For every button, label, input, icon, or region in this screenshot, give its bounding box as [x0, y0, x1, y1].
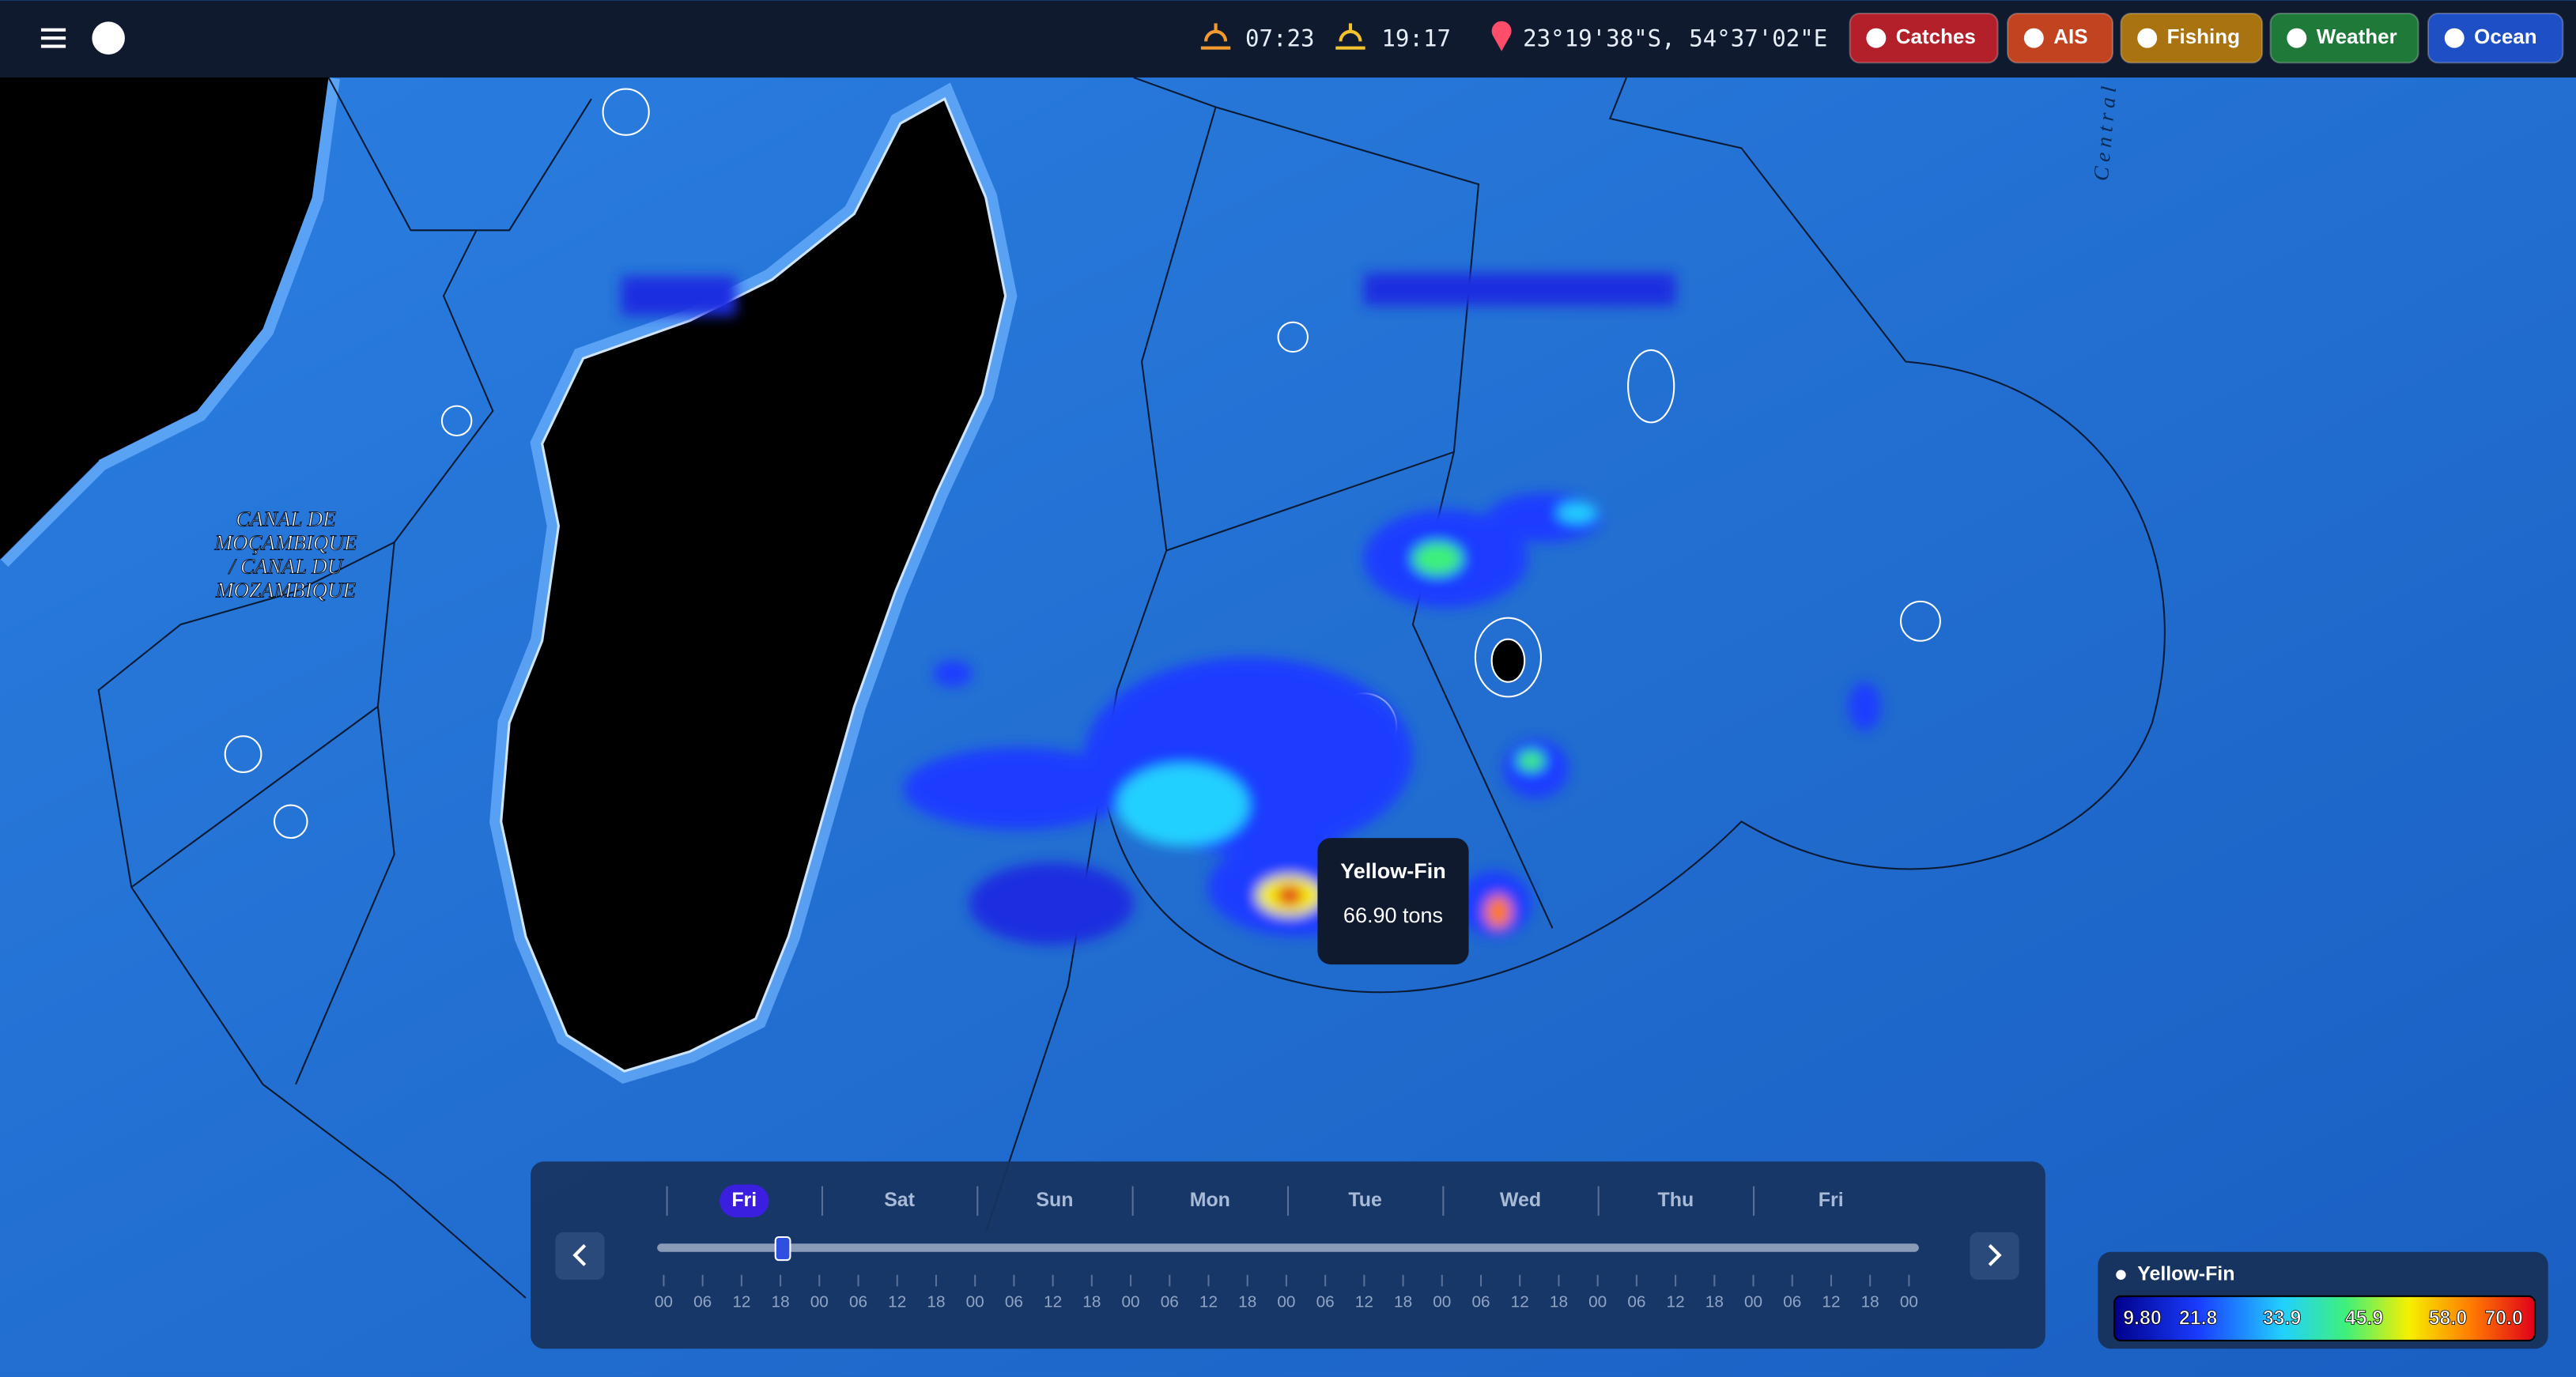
button-label: AIS — [2053, 25, 2087, 48]
day-label[interactable]: Sun — [1036, 1189, 1073, 1211]
hour-label: 12 — [732, 1293, 750, 1311]
location-icon — [1491, 21, 1512, 51]
slider-track[interactable] — [657, 1243, 1919, 1252]
logo[interactable] — [92, 21, 125, 55]
hour-label: 18 — [1550, 1293, 1568, 1311]
day-label[interactable]: Sat — [884, 1189, 915, 1211]
layer-button[interactable]: Ocean — [2427, 12, 2564, 64]
location: 23°19'38"S, 54°37'02"E — [1523, 25, 1827, 51]
hour-label: 00 — [655, 1293, 673, 1311]
hour-label: 06 — [1471, 1293, 1490, 1311]
hour-label: 06 — [1005, 1293, 1023, 1311]
sunrise: 07:23 — [1245, 25, 1315, 51]
hour-label: 00 — [966, 1293, 984, 1311]
legend-value: 9.80 — [2123, 1307, 2162, 1329]
hour-label: 06 — [1316, 1293, 1335, 1311]
day-label[interactable]: Fri — [731, 1189, 757, 1211]
legend-dot — [2116, 1269, 2126, 1281]
map-label-line: MOZAMBIQUE — [215, 579, 356, 602]
tooltip-value: 66.90 tons — [1343, 904, 1443, 927]
hour-label: 06 — [693, 1293, 712, 1311]
button-icon — [2137, 28, 2158, 48]
button-icon — [1866, 28, 1887, 48]
hour-label: 18 — [1394, 1293, 1412, 1311]
slider-handle[interactable] — [774, 1236, 791, 1262]
timeline — [531, 1161, 2045, 1349]
legend-bar — [2113, 1295, 2536, 1341]
layer-button[interactable]: AIS — [2007, 12, 2114, 64]
button-label: Fishing — [2167, 25, 2240, 48]
legend-title: Yellow-Fin — [2137, 1262, 2234, 1285]
hour-label: 18 — [1705, 1293, 1724, 1311]
sunrise-icon — [1200, 23, 1231, 50]
button-label: Ocean — [2474, 25, 2536, 48]
layer-button[interactable]: Weather — [2269, 12, 2419, 64]
hour-label: 12 — [1199, 1293, 1218, 1311]
hour-label: 18 — [772, 1293, 790, 1311]
legend-value: 33.9 — [2263, 1307, 2302, 1329]
hour-label: 00 — [1121, 1293, 1139, 1311]
layer-button[interactable]: Fishing — [2120, 12, 2264, 64]
button-bg — [2269, 12, 2419, 64]
hour-label: 00 — [1588, 1293, 1607, 1311]
hour-label: 00 — [1900, 1293, 1918, 1311]
prev-button[interactable] — [555, 1232, 605, 1281]
map-label-line: MOÇAMBIQUE — [214, 530, 357, 554]
day-label[interactable]: Thu — [1658, 1189, 1694, 1211]
hour-label: 06 — [1783, 1293, 1801, 1311]
legend-value: 45.9 — [2345, 1307, 2384, 1329]
button-label: Catches — [1896, 25, 1976, 48]
hour-label: 12 — [1667, 1293, 1685, 1311]
next-button[interactable] — [1970, 1232, 2019, 1281]
hour-label: 12 — [1511, 1293, 1529, 1311]
hour-label: 18 — [1082, 1293, 1101, 1311]
hour-label: 12 — [888, 1293, 906, 1311]
tooltip — [1317, 838, 1469, 965]
button-bg — [2427, 12, 2564, 64]
map-label-line: CANAL DE — [236, 507, 336, 530]
madagascar — [500, 96, 1007, 1073]
hour-label: 12 — [1044, 1293, 1062, 1311]
day-label[interactable]: Fri — [1819, 1189, 1844, 1211]
legend-value: 70.0 — [2484, 1307, 2523, 1329]
day-label[interactable]: Tue — [1348, 1189, 1382, 1211]
button-bg — [2120, 12, 2264, 64]
hour-label: 00 — [810, 1293, 829, 1311]
sunset-icon — [1335, 23, 1365, 50]
tooltip-title: Yellow-Fin — [1340, 859, 1446, 883]
hour-label: 00 — [1433, 1293, 1451, 1311]
hour-label: 18 — [1861, 1293, 1879, 1311]
africa — [0, 77, 329, 559]
button-label: Weather — [2317, 25, 2397, 48]
hour-label: 12 — [1355, 1293, 1373, 1311]
hour-label: 06 — [1161, 1293, 1179, 1311]
day-highlight — [720, 1184, 769, 1218]
button-bg — [2007, 12, 2114, 64]
legend-value: 58.0 — [2429, 1307, 2468, 1329]
day-label[interactable]: Mon — [1190, 1189, 1230, 1211]
legend-value: 21.8 — [2179, 1307, 2218, 1329]
button-bg — [1849, 12, 1999, 64]
hour-label: 00 — [1277, 1293, 1295, 1311]
map-label-line: / CANAL DU — [228, 555, 344, 579]
hour-label: 18 — [927, 1293, 945, 1311]
day-label[interactable]: Wed — [1500, 1189, 1541, 1211]
hour-label: 12 — [1822, 1293, 1840, 1311]
hour-label: 00 — [1744, 1293, 1762, 1311]
button-icon — [2023, 28, 2044, 48]
menu-icon[interactable] — [40, 28, 66, 48]
sunset: 19:17 — [1381, 25, 1451, 51]
hour-label: 06 — [849, 1293, 867, 1311]
button-icon — [2287, 28, 2307, 48]
hour-label: 06 — [1627, 1293, 1645, 1311]
layer-button[interactable]: Catches — [1849, 12, 1999, 64]
hour-label: 18 — [1238, 1293, 1256, 1311]
button-icon — [2444, 28, 2465, 48]
